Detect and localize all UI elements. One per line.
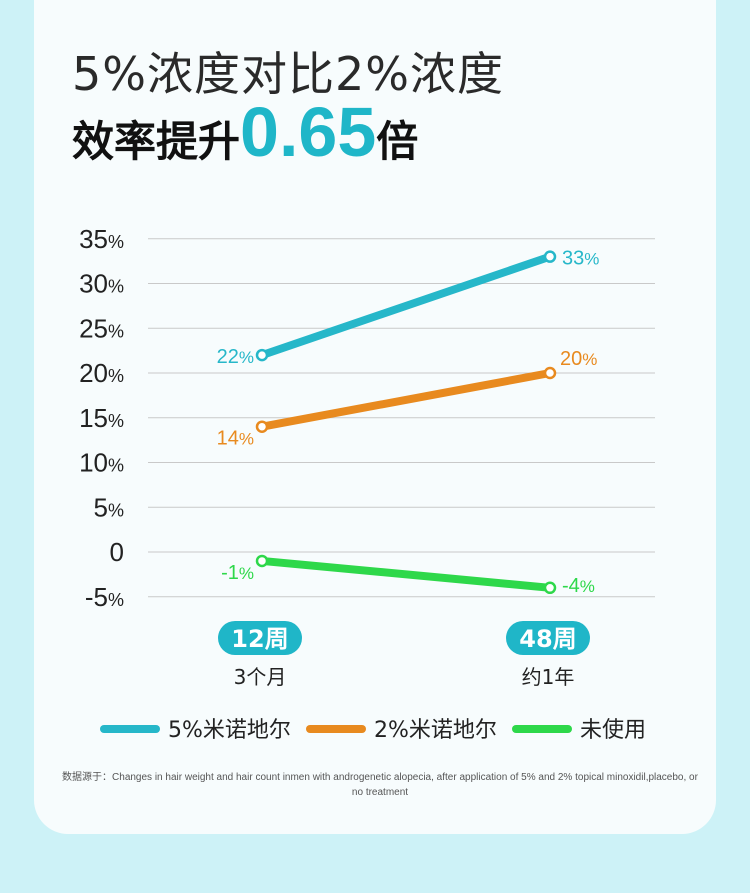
x-category-label: 12周 xyxy=(231,625,288,653)
y-tick-label: 25% xyxy=(79,313,124,343)
x-category-badge xyxy=(218,621,302,655)
y-tick-label: 15% xyxy=(79,403,124,433)
data-point xyxy=(543,366,557,380)
legend-label: 2%米诺地尔 xyxy=(374,718,497,743)
y-tick-label: 35% xyxy=(79,224,124,254)
data-point xyxy=(543,250,557,263)
x-category-badge xyxy=(506,621,590,655)
data-point xyxy=(255,554,269,568)
data-point xyxy=(255,420,269,433)
data-label: 33% xyxy=(562,248,599,270)
y-tick-label: 10% xyxy=(79,448,124,478)
data-point xyxy=(255,348,269,362)
data-label: 22% xyxy=(217,346,254,368)
legend-label: 未使用 xyxy=(580,718,646,743)
y-tick-label: 0 xyxy=(110,537,124,567)
legend-label: 5%米诺地尔 xyxy=(168,718,291,743)
data-label: 20% xyxy=(560,348,597,370)
data-label: -1% xyxy=(221,562,254,584)
chart-title-line1: 5%浓度对比2%浓度 xyxy=(72,47,504,101)
title-prefix: 效率提升 xyxy=(72,117,241,166)
series-line xyxy=(258,556,554,592)
x-category-sublabel: 3个月 xyxy=(234,665,287,689)
series-line xyxy=(258,369,554,431)
data-label: 14% xyxy=(217,428,254,450)
chart-card xyxy=(34,0,716,834)
data-label: -4% xyxy=(562,575,595,597)
y-tick-label: -5% xyxy=(85,582,124,612)
x-category-sublabel: 约1年 xyxy=(522,665,575,689)
title-suffix: 倍 xyxy=(376,117,419,166)
y-tick-label: 30% xyxy=(79,269,124,299)
y-tick-label: 20% xyxy=(79,358,124,388)
x-category-label: 48周 xyxy=(519,625,576,653)
chart-title-line2: 效率提升0.65倍 xyxy=(72,92,418,172)
data-source-footnote: 数据源于：Changes in hair weight and hair cou… xyxy=(62,772,698,798)
title-highlight: 0.65 xyxy=(240,93,377,171)
y-tick-label: 5% xyxy=(94,492,124,522)
data-point xyxy=(543,581,557,595)
series-line xyxy=(258,252,554,360)
